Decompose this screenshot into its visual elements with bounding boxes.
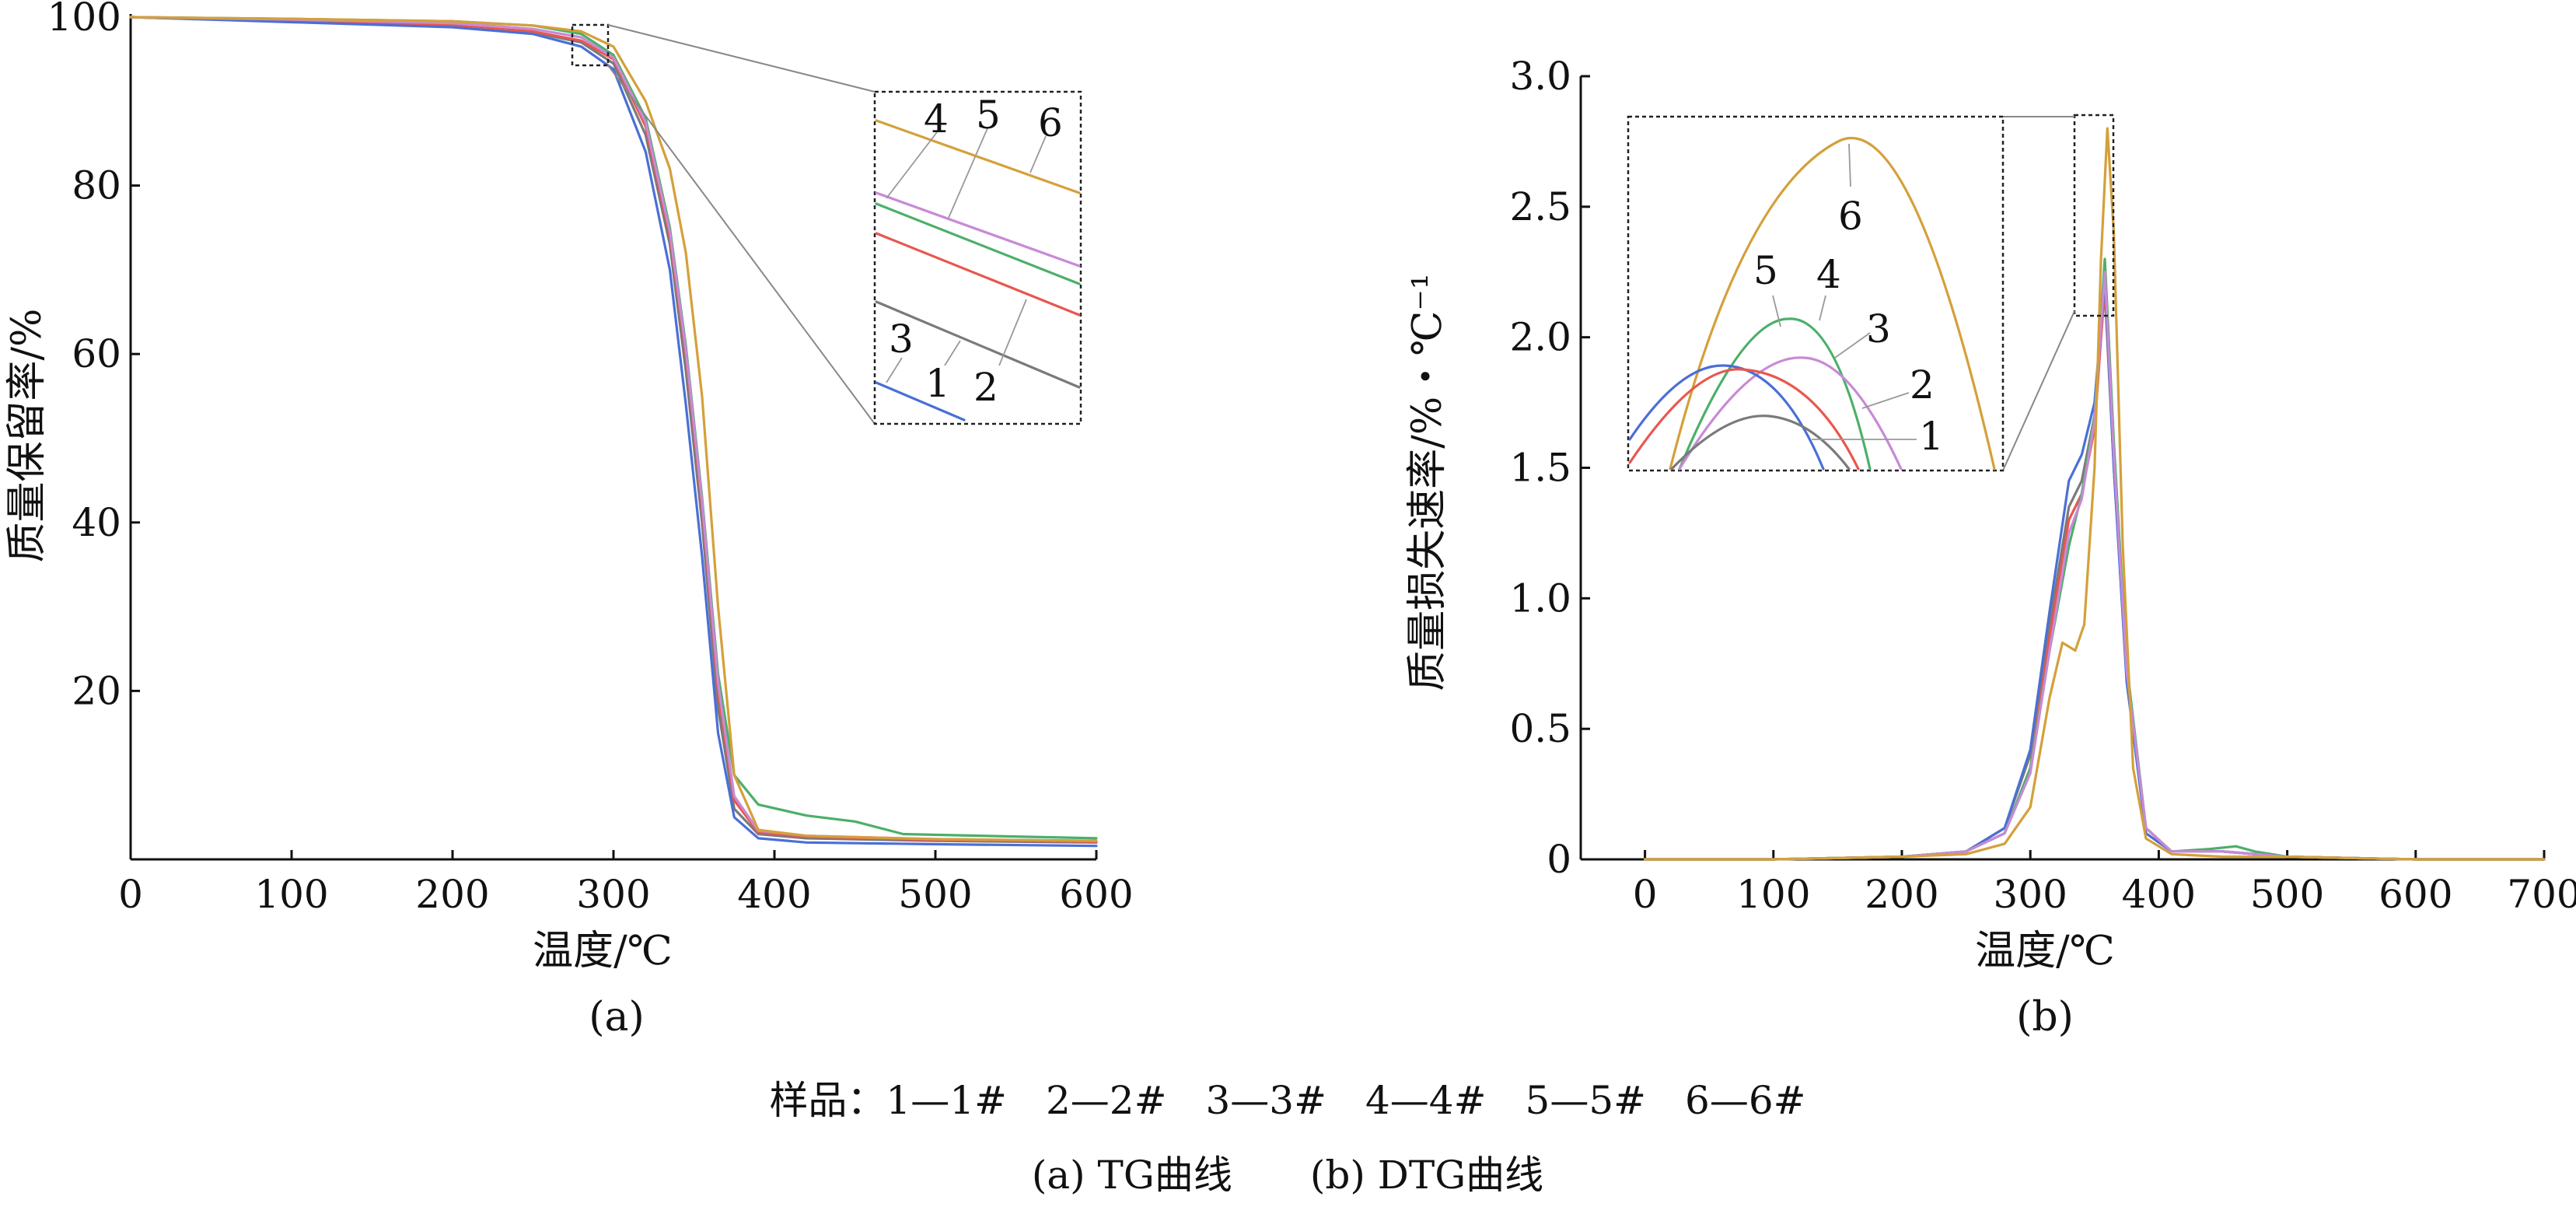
tg-inset-leaders [886, 128, 1047, 383]
dtg-x-tick-label: 500 [2250, 872, 2324, 917]
dtg-inset-curve-6 [1669, 136, 1996, 471]
tg-curve-6 [129, 16, 1098, 842]
tg-inset-curve-1 [875, 300, 1081, 389]
dtg-inset-label-2: 2 [1910, 362, 1935, 408]
dtg-inset-label-1: 1 [1919, 414, 1944, 459]
dtg-inset-curve-5 [1678, 356, 1903, 471]
tg-curve-4 [129, 16, 1098, 840]
tg-y-tick-label: 40 [72, 500, 121, 545]
dtg-y-ticks: 0 0.5 1.0 1.5 2.0 2.5 3.0 [1509, 54, 1590, 882]
dtg-curve-2 [1644, 283, 2546, 861]
tg-zoom-source-box [571, 23, 610, 67]
dtg-curve-3 [1644, 278, 2546, 861]
dtg-zoom-guide-bottom [2002, 310, 2075, 471]
tg-inset-label-2: 2 [973, 365, 998, 410]
tg-inset-label-4: 4 [924, 96, 949, 142]
tg-inset-label-3: 3 [889, 317, 914, 362]
dtg-x-tick-label: 300 [1993, 872, 2067, 917]
tg-x-tick-label: 0 [118, 872, 143, 917]
tg-x-tick-label: 400 [737, 872, 811, 917]
dtg-y-tick-label: 3.0 [1509, 54, 1571, 99]
dtg-inset-label-5: 5 [1753, 248, 1778, 293]
dtg-curves [1644, 127, 2546, 861]
dtg-y-tick-label: 0 [1547, 837, 1571, 882]
tg-x-tick-label: 300 [576, 872, 650, 917]
dtg-panel-label: (b) [2016, 994, 2074, 1041]
dtg-inset-curve-2 [1628, 368, 1860, 471]
tg-inset-label-1: 1 [925, 361, 950, 406]
dtg-x-tick-label: 100 [1736, 872, 1810, 917]
tg-y-tick-label: 20 [72, 668, 121, 713]
tg-y-axis-label: 质量保留率/% [4, 309, 51, 563]
tg-y-tick-label: 100 [47, 0, 121, 40]
dtg-zoom-source-box [2073, 114, 2115, 317]
tg-panel-label: (a) [589, 994, 645, 1041]
tg-curve-2 [129, 16, 1098, 843]
dtg-inset-curve-1 [1670, 415, 1851, 471]
dtg-x-tick-label: 400 [2122, 872, 2196, 917]
dtg-inset-curve-3 [1628, 364, 1825, 471]
tg-curve-5 [129, 16, 1098, 842]
dtg-curve-4 [1644, 257, 2546, 861]
tg-y-ticks: 20 40 60 80 100 [47, 0, 140, 713]
tg-x-axis-label: 温度/℃ [533, 928, 673, 974]
figure-caption: (a) TG曲线 (b) DTG曲线 [1032, 1153, 1543, 1198]
tg-x-ticks: 0 100 200 300 400 500 600 [118, 850, 1134, 917]
dtg-inset-label-4: 4 [1816, 252, 1841, 297]
tg-inset-curve-2 [875, 232, 1081, 317]
dtg-y-axis-label: 质量损失速率/%・℃⁻¹ [1404, 273, 1451, 691]
tg-x-tick-label: 100 [254, 872, 328, 917]
tg-inset-curve-6 [875, 119, 1081, 194]
dtg-y-tick-label: 2.0 [1509, 315, 1571, 360]
dtg-x-tick-label: 700 [2507, 872, 2576, 917]
dtg-curve-5 [1644, 271, 2546, 861]
tg-inset-curves [875, 119, 1081, 422]
tg-y-tick-label: 80 [72, 163, 121, 208]
dtg-y-tick-label: 1.0 [1509, 576, 1571, 621]
tg-inset-label-5: 5 [976, 93, 1001, 138]
dtg-inset-label-6: 6 [1838, 194, 1863, 239]
tg-y-tick-label: 60 [72, 331, 121, 376]
dtg-curve-1 [1644, 289, 2546, 861]
tg-x-tick-label: 200 [415, 872, 489, 917]
tg-x-tick-label: 500 [898, 872, 972, 917]
dtg-x-tick-label: 600 [2379, 872, 2452, 917]
tg-curves [129, 16, 1098, 848]
dtg-x-tick-label: 0 [1633, 872, 1658, 917]
sample-legend: 样品：1—1# 2—2# 3—3# 4—4# 5—5# 6—6# [769, 1078, 1805, 1123]
tg-zoom-guide-top [607, 24, 876, 93]
dtg-x-ticks: 0 100 200 300 400 500 600 700 [1633, 850, 2576, 917]
tg-zoom-guide-bottom [607, 65, 876, 425]
dtg-chart: 0 100 200 300 400 500 600 700 0 0.5 1.0 1.5 2.0 2.5 3… [1404, 54, 2576, 1041]
dtg-x-axis-label: 温度/℃ [1975, 928, 2115, 974]
dtg-inset-label-3: 3 [1866, 306, 1891, 352]
tg-curve-3 [129, 16, 1098, 848]
dtg-curve-6 [1644, 127, 2546, 861]
dtg-inset-curves [1628, 136, 1996, 471]
dtg-inset-leaders [1772, 143, 1917, 440]
dtg-y-tick-label: 2.5 [1509, 184, 1571, 229]
tg-inset-curve-5 [875, 191, 1081, 268]
tg-zoom-inset-box [873, 90, 1082, 425]
dtg-x-tick-label: 200 [1865, 872, 1938, 917]
dtg-inset-curve-4 [1678, 317, 1872, 471]
dtg-y-tick-label: 1.5 [1509, 446, 1571, 491]
dtg-y-tick-label: 0.5 [1509, 706, 1571, 751]
tg-inset-label-6: 6 [1038, 100, 1063, 145]
tg-x-tick-label: 600 [1059, 872, 1133, 917]
tg-inset-curve-4 [875, 202, 1081, 285]
tg-inset-curve-3 [875, 381, 966, 422]
tg-curve-1 [129, 16, 1098, 844]
